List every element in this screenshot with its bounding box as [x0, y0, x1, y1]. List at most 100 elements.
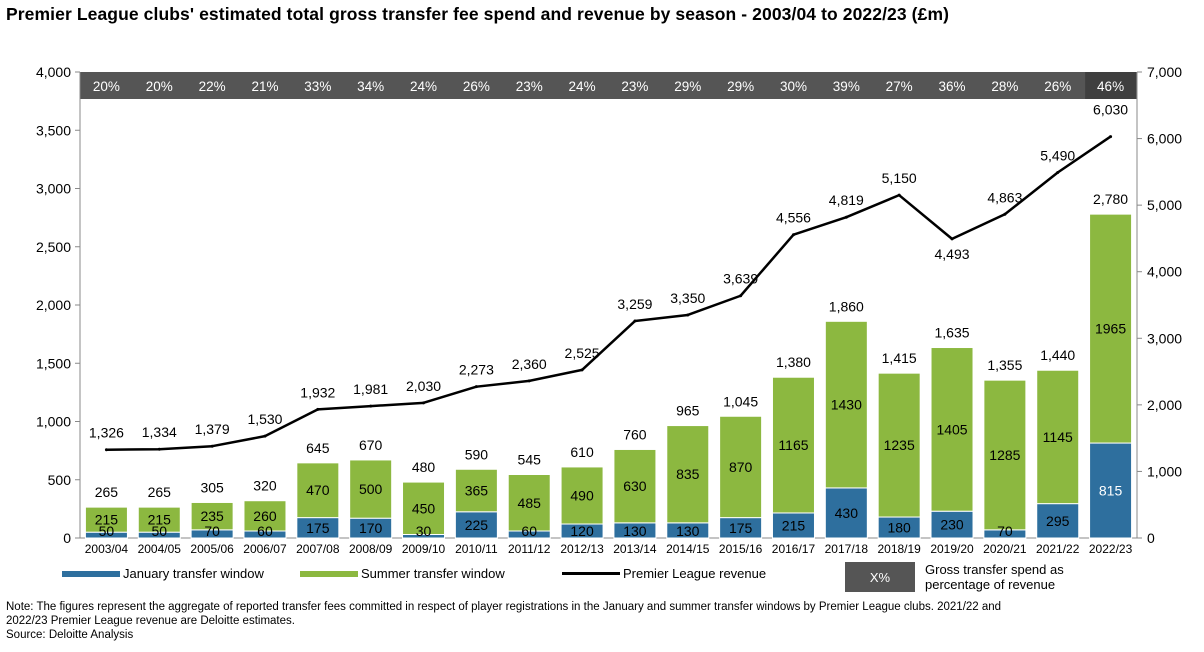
percentage-label: 36%	[939, 79, 966, 94]
bar-summer	[190, 501, 234, 531]
percentage-label: 20%	[146, 79, 173, 94]
revenue-line	[106, 135, 1112, 451]
percentage-label: 26%	[1044, 79, 1071, 94]
label-summer: 485	[518, 495, 542, 511]
bar-summer	[349, 459, 393, 519]
right-tick-label: 4,000	[1147, 264, 1182, 280]
label-revenue: 5,490	[1040, 148, 1075, 164]
label-total: 2,780	[1093, 191, 1128, 207]
right-tick-label: 2,000	[1147, 397, 1182, 413]
percentage-band-highlight	[1085, 72, 1136, 99]
right-tick-label: 7,000	[1147, 64, 1182, 80]
right-tick-label: 5,000	[1147, 197, 1182, 213]
label-revenue: 1,334	[142, 424, 177, 440]
revenue-point	[633, 319, 637, 323]
bar-summer	[296, 462, 340, 519]
label-revenue: 1,326	[89, 425, 124, 441]
bar-summer	[1089, 213, 1133, 444]
revenue-point	[369, 404, 373, 408]
revenue-point	[1109, 135, 1113, 139]
revenue-point	[210, 444, 214, 448]
label-january: 50	[99, 523, 115, 539]
legend-item-revenue: Premier League revenue	[562, 566, 766, 581]
label-revenue: 3,350	[670, 290, 705, 306]
x-tick-label: 2007/08	[296, 542, 340, 556]
label-total: 760	[623, 426, 647, 442]
revenue-point	[474, 385, 478, 389]
label-january: 175	[729, 520, 753, 536]
legend-swatch-percentage: X%	[845, 562, 915, 592]
bar-summer	[824, 320, 868, 489]
revenue-point	[844, 215, 848, 219]
x-tick-label: 2020/21	[983, 542, 1027, 556]
label-revenue: 3,639	[723, 271, 758, 287]
x-tick-label: 2005/06	[190, 542, 234, 556]
label-revenue: 4,493	[935, 246, 970, 262]
label-summer: 235	[200, 508, 224, 524]
label-revenue: 1,530	[247, 411, 282, 427]
revenue-point	[263, 434, 267, 438]
left-tick-label: 4,000	[36, 64, 71, 80]
legend-swatch-revenue	[562, 572, 620, 575]
label-january: 130	[676, 523, 700, 539]
legend-item-percentage: X% Gross transfer spend as percentage of…	[845, 562, 1064, 592]
legend-label-summer: Summer transfer window	[361, 566, 505, 581]
x-tick-label: 2022/23	[1089, 542, 1133, 556]
label-summer: 470	[306, 482, 330, 498]
percentage-band	[80, 72, 1137, 99]
percentage-label: 24%	[569, 79, 596, 94]
label-summer: 1405	[936, 421, 967, 437]
right-tick-label: 1,000	[1147, 463, 1182, 479]
label-january: 170	[359, 520, 383, 536]
percentage-label: 34%	[357, 79, 384, 94]
legend-swatch-january	[62, 570, 120, 577]
label-total: 965	[676, 403, 700, 419]
x-tick-label: 2014/15	[666, 542, 710, 556]
left-tick-label: 3,500	[36, 122, 71, 138]
right-tick-label: 3,000	[1147, 330, 1182, 346]
label-january: 70	[997, 523, 1013, 539]
label-january: 70	[204, 523, 220, 539]
label-summer: 215	[95, 512, 119, 528]
label-summer: 630	[623, 478, 647, 494]
percentage-label: 39%	[833, 79, 860, 94]
label-total: 480	[412, 459, 436, 475]
label-summer: 1145	[1043, 429, 1073, 445]
percentage-label: 29%	[674, 79, 701, 94]
label-january: 60	[521, 523, 537, 539]
label-revenue: 6,030	[1093, 102, 1128, 118]
percentage-label: 23%	[621, 79, 648, 94]
x-tick-label: 2006/07	[243, 542, 287, 556]
label-summer: 870	[729, 459, 753, 475]
label-summer: 490	[570, 487, 594, 503]
label-revenue: 5,150	[882, 170, 917, 186]
bar-summer	[137, 506, 181, 533]
bar-summer	[719, 415, 763, 519]
note-line-2: 2022/23 Premier League revenue are Deloi…	[6, 615, 295, 627]
left-tick-label: 2,500	[36, 239, 71, 255]
label-revenue: 2,360	[512, 356, 547, 372]
legend-label-percentage-line2: percentage of revenue	[925, 577, 1056, 592]
label-total: 305	[200, 479, 224, 495]
label-january: 225	[465, 517, 489, 533]
bar-summer	[771, 376, 815, 514]
label-summer: 1965	[1095, 321, 1126, 337]
percentage-label: 27%	[886, 79, 913, 94]
bar-january	[454, 511, 498, 539]
legend-label-revenue: Premier League revenue	[623, 566, 767, 581]
label-revenue: 2,525	[565, 345, 600, 361]
label-total: 1,440	[1040, 347, 1075, 363]
label-total: 1,415	[882, 350, 917, 366]
label-january: 180	[887, 520, 911, 536]
label-january: 295	[1046, 513, 1070, 529]
chart-title: Premier League clubs' estimated total gr…	[6, 4, 950, 24]
label-total: 1,355	[987, 357, 1022, 373]
percentage-label: 22%	[199, 79, 226, 94]
percentage-label: 29%	[727, 79, 754, 94]
x-tick-label: 2010/11	[455, 542, 498, 556]
label-january: 50	[151, 523, 167, 539]
bar-january	[771, 512, 815, 539]
label-total: 265	[148, 484, 172, 500]
label-total: 1,380	[776, 354, 811, 370]
label-january: 230	[940, 517, 964, 533]
